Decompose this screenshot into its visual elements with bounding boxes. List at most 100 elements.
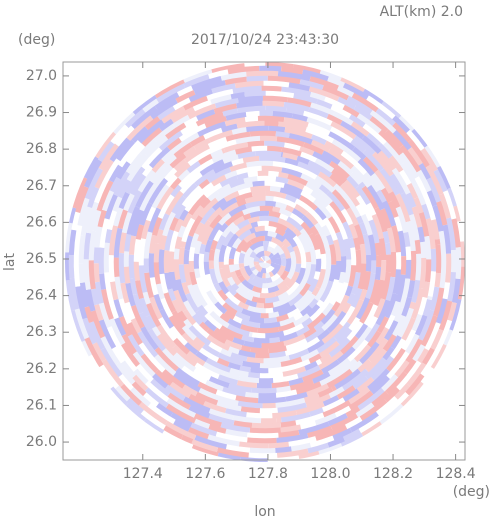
radar-echo xyxy=(300,189,317,203)
radar-echo xyxy=(239,365,251,373)
radar-echo xyxy=(216,357,230,368)
radar-echo xyxy=(149,378,171,398)
radar-echo xyxy=(279,212,289,221)
radar-echo xyxy=(320,267,332,291)
radar-echo xyxy=(100,347,123,378)
radar-echo xyxy=(68,254,75,279)
radar-echo xyxy=(412,344,426,362)
radar-echo xyxy=(276,265,287,277)
radar-echo xyxy=(257,175,277,182)
radar-echo xyxy=(188,88,213,103)
radar-echo xyxy=(334,260,342,281)
radar-echo xyxy=(191,439,219,453)
radar-echo xyxy=(259,65,282,72)
radar-echo xyxy=(117,346,138,373)
radar-echo xyxy=(246,356,264,364)
radar-echo xyxy=(182,95,209,111)
radar-echo xyxy=(131,93,157,115)
radar-echo xyxy=(314,232,327,255)
radar-echo xyxy=(128,235,137,255)
radar-echo xyxy=(253,337,270,344)
radar-echo xyxy=(180,212,193,228)
radar-echo xyxy=(328,337,351,358)
radar-echo xyxy=(104,228,113,244)
radar-echo xyxy=(314,248,322,259)
radar-echo xyxy=(232,85,262,94)
radar-echo xyxy=(406,362,427,387)
radar-echo xyxy=(300,349,320,362)
radar-echo xyxy=(128,254,135,279)
radar-echo xyxy=(288,377,304,387)
radar-echo xyxy=(425,217,437,250)
radar-echo xyxy=(309,75,340,91)
radar-echo xyxy=(272,373,299,384)
radar-echo xyxy=(343,259,352,284)
radar-echo xyxy=(225,131,251,142)
radar-echo xyxy=(264,255,271,262)
radar-echo xyxy=(249,427,282,434)
radar-echo xyxy=(400,256,407,275)
radar-echo xyxy=(425,164,444,196)
radar-echo xyxy=(151,326,162,337)
radar-echo xyxy=(370,355,395,381)
radar-echo xyxy=(263,80,290,88)
radar-echo xyxy=(130,125,149,144)
radar-echo xyxy=(372,151,395,177)
radar-echo xyxy=(269,351,287,359)
radar-echo xyxy=(302,69,330,82)
radar-echo xyxy=(251,190,266,197)
radar-echo xyxy=(277,217,297,232)
radar-echo xyxy=(410,279,421,304)
radar-echo xyxy=(279,186,302,200)
y-tick-label: 26.2 xyxy=(26,361,57,377)
radar-echo xyxy=(355,402,375,418)
altitude-label: ALT(km) 2.0 xyxy=(380,4,463,20)
radar-echo xyxy=(317,386,334,399)
radar-echo xyxy=(326,234,335,246)
radar-echo xyxy=(291,207,305,220)
radar-echo xyxy=(145,314,157,330)
radar-echo xyxy=(269,336,281,344)
radar-echo xyxy=(158,212,170,231)
radar-echo xyxy=(342,82,370,100)
radar-echo xyxy=(239,324,259,334)
radar-echo xyxy=(244,200,266,209)
radar-echo xyxy=(180,281,190,295)
radar-echo xyxy=(94,159,114,189)
radar-echo xyxy=(175,278,188,303)
radar-echo xyxy=(303,393,320,404)
radar-echo xyxy=(258,215,280,223)
radar-echo xyxy=(193,336,206,349)
radar-echo xyxy=(219,196,238,211)
radar-echo xyxy=(229,270,242,286)
radar-echo xyxy=(401,317,417,342)
radar-echo xyxy=(178,246,185,265)
radar-echo xyxy=(250,347,269,354)
radar-echo xyxy=(371,213,385,240)
radar-echo xyxy=(310,101,336,116)
radar-echo xyxy=(330,104,352,119)
radar-echo xyxy=(346,207,360,226)
radar-echo xyxy=(315,268,327,289)
radar-echo xyxy=(308,353,322,364)
radar-echo xyxy=(106,210,118,231)
radar-echo xyxy=(203,261,211,275)
radar-echo xyxy=(302,185,314,195)
radar-echo xyxy=(259,407,278,414)
radar-echo xyxy=(155,283,165,300)
radar-echo xyxy=(331,301,341,313)
radar-echo xyxy=(244,391,259,399)
radar-echo xyxy=(83,232,92,260)
radar-echo xyxy=(83,306,94,324)
radar-echo xyxy=(278,429,300,439)
radar-echo xyxy=(447,271,457,302)
radar-echo xyxy=(394,383,411,400)
radar-echo xyxy=(224,408,247,418)
radar-echo xyxy=(271,263,282,276)
radar-echo xyxy=(425,259,432,283)
radar-echo xyxy=(316,299,325,308)
radar-echo xyxy=(174,236,183,250)
radar-echo xyxy=(106,326,123,350)
radar-echo xyxy=(272,296,292,308)
radar-echo xyxy=(418,309,435,341)
